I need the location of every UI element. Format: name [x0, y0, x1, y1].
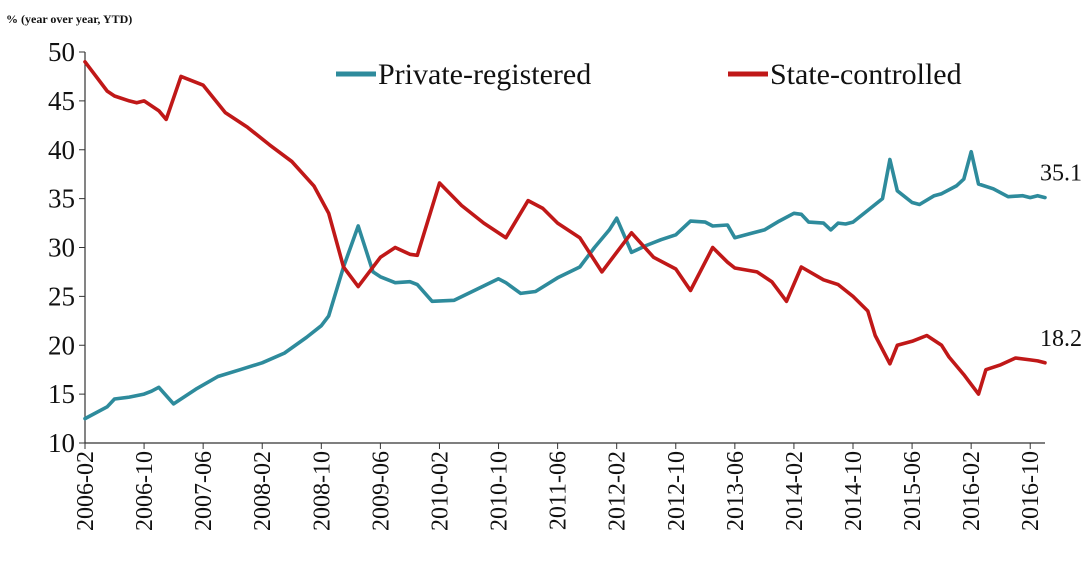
x-tick-label: 2015-06: [900, 451, 926, 531]
series-lines: 35.1 18.2: [83, 60, 1082, 421]
unit-label: % (year over year, YTD): [6, 12, 132, 26]
x-tick-label: 2009-06: [368, 451, 394, 531]
legend-label: Private-registered: [378, 58, 591, 91]
x-tick-label: 2012-02: [605, 451, 631, 531]
y-tick-label: 50: [48, 37, 75, 67]
x-tick-label: 2008-02: [250, 451, 276, 531]
x-tick-label: 2006-10: [132, 451, 158, 531]
legend: Private-registered State-controlled: [336, 58, 962, 91]
legend-label: State-controlled: [770, 58, 962, 91]
x-tick-label: 2007-06: [191, 451, 217, 531]
series-line-1: [83, 60, 1047, 396]
y-tick-label: 35: [48, 184, 75, 214]
x-tick-label: 2014-02: [782, 451, 808, 531]
x-tick-label: 2008-10: [309, 451, 335, 531]
x-tick-label: 2010-02: [427, 451, 453, 531]
y-tick-label: 15: [48, 379, 75, 409]
x-tick-label: 2012-10: [664, 451, 690, 531]
y-tick-label: 10: [48, 428, 75, 458]
x-tick-label: 2016-10: [1018, 451, 1044, 531]
axes: 10 15 20 25 30 35 40 45 50 2006-02 2006-10 2007-06 2…: [48, 37, 1045, 531]
x-tick-label: 2011-06: [546, 451, 572, 530]
x-tick-label: 2010-10: [487, 451, 513, 531]
y-tick-label: 25: [48, 281, 75, 311]
x-tick-label: 2006-02: [73, 451, 99, 531]
end-value-label: 35.1: [1040, 161, 1082, 187]
y-tick-label: 40: [48, 135, 75, 165]
y-tick-label: 30: [48, 233, 75, 263]
end-value-label: 18.2: [1040, 326, 1082, 352]
x-tick-label: 2016-02: [959, 451, 985, 531]
y-tick-label: 45: [48, 86, 75, 116]
x-tick-label: 2013-06: [723, 451, 749, 531]
series-line-0: [83, 149, 1047, 421]
y-tick-label: 20: [48, 330, 75, 360]
x-tick-label: 2014-10: [841, 451, 867, 531]
